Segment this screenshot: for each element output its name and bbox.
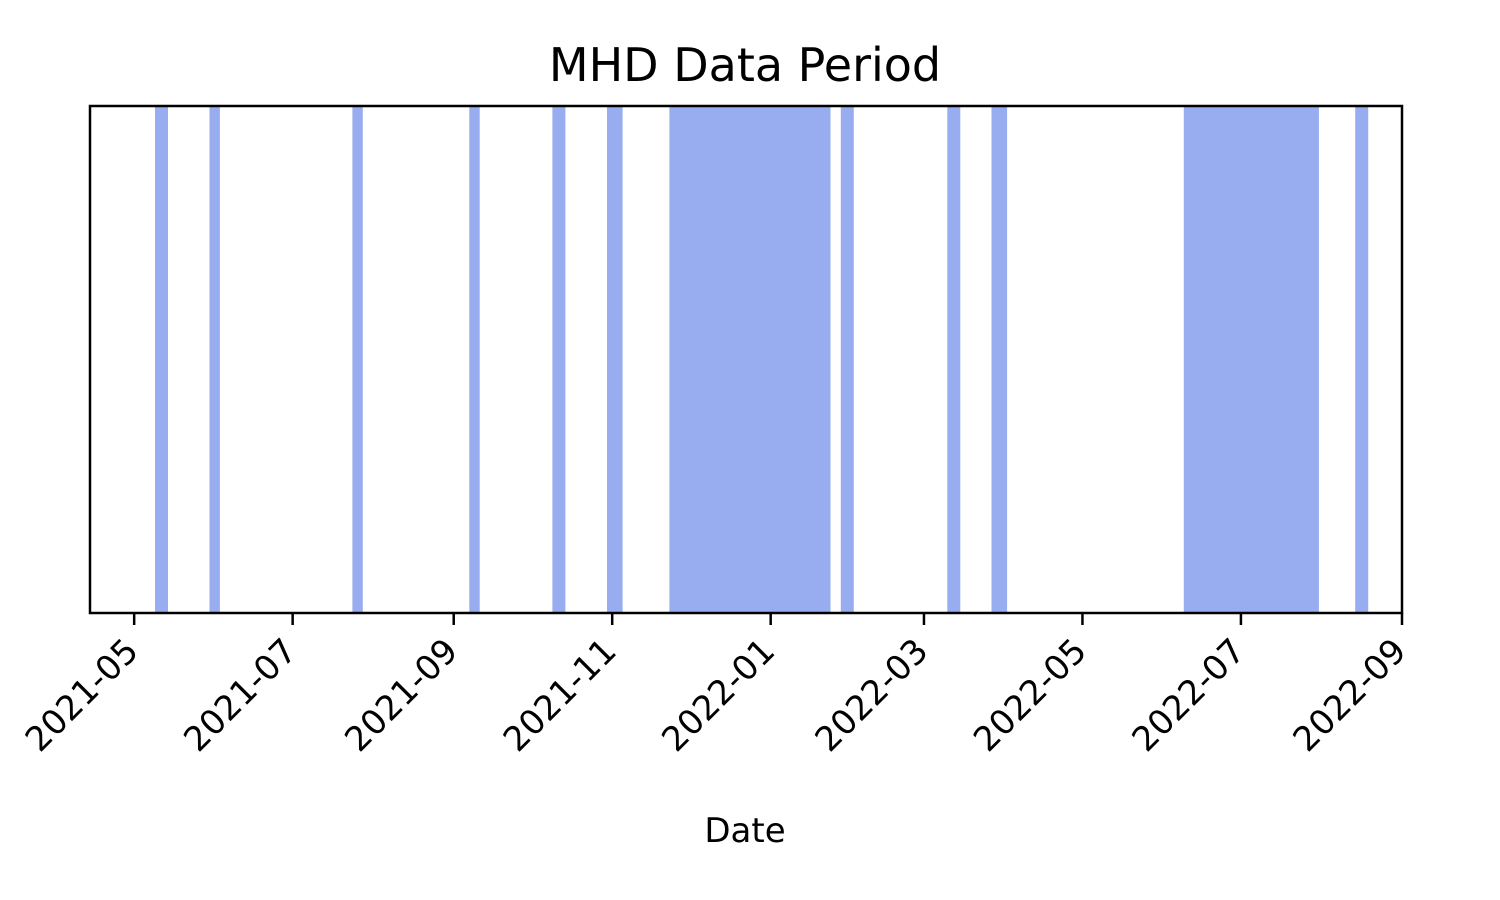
data-period-span [840, 106, 854, 613]
x-axis-label: Date [704, 811, 785, 851]
data-period-span [552, 106, 566, 613]
data-period-span [991, 106, 1008, 613]
data-period-span [607, 106, 623, 613]
data-period-span [352, 106, 363, 613]
data-period-span [1355, 106, 1369, 613]
plot-frame [88, 104, 1404, 615]
data-period-span [155, 106, 168, 613]
data-period-span [469, 106, 480, 613]
data-period-span [669, 106, 831, 613]
chart-title: MHD Data Period [549, 38, 941, 92]
data-period-span [209, 106, 220, 613]
data-period-spans [155, 106, 1369, 613]
data-period-span [947, 106, 961, 613]
data-period-span [1183, 106, 1319, 613]
